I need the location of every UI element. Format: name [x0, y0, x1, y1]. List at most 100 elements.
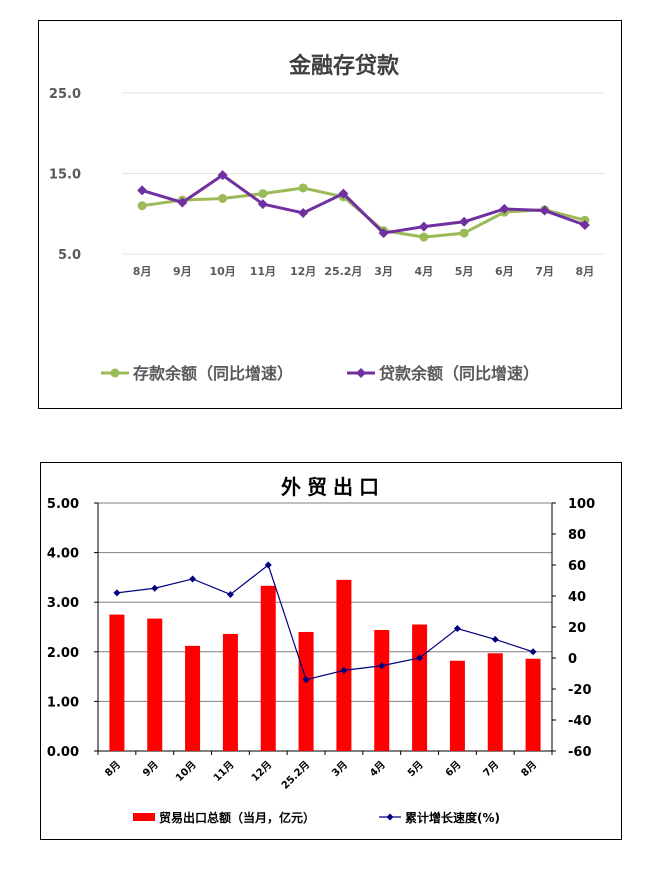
data-point	[217, 170, 228, 181]
data-point	[491, 635, 499, 643]
data-point	[151, 584, 159, 592]
x-tick-label: 11月	[211, 759, 236, 784]
y2-tick-label: -40	[568, 714, 592, 729]
legend-marker	[386, 813, 394, 821]
bar	[147, 618, 163, 751]
x-tick-label: 12月	[249, 759, 274, 784]
legend-marker	[356, 368, 366, 378]
bar	[336, 579, 352, 751]
bar	[222, 633, 238, 751]
x-tick-label: 4月	[415, 265, 434, 278]
series-line	[141, 173, 586, 235]
legend-label: 存款余额（同比增速）	[133, 364, 293, 383]
x-tick-label: 3月	[374, 265, 393, 278]
bar	[374, 629, 390, 751]
bar	[185, 645, 201, 751]
y-tick-label: 5.0	[58, 248, 81, 263]
data-point	[264, 561, 272, 569]
data-point	[459, 216, 470, 227]
chart-title: 金融存贷款	[288, 53, 400, 79]
x-tick-label: 5月	[455, 265, 474, 278]
data-point	[416, 654, 424, 662]
data-point	[218, 193, 228, 203]
legend-label: 贷款余额（同比增速）	[379, 364, 539, 383]
x-tick-label: 11月	[250, 265, 276, 278]
bar	[298, 631, 314, 751]
data-point	[378, 228, 389, 239]
y-tick-label: 4.00	[47, 547, 79, 562]
export-bar-line-chart: 外贸出口 0.00 1.00 2.00 3.00 4.00 5.00 -60 -40 -20 0…	[47, 475, 595, 825]
bar	[109, 614, 125, 751]
x-tick-label: 12月	[290, 265, 316, 278]
x-tick-label: 7月	[535, 265, 554, 278]
y2-tick-label: 80	[568, 528, 586, 543]
bar	[412, 624, 428, 751]
y-tick-label: 25.0	[49, 87, 81, 102]
legend-label: 贸易出口总额（当月，亿元）	[159, 810, 315, 825]
x-tick-label: 5月	[405, 759, 425, 779]
bar	[525, 658, 541, 751]
y-tick-label: 3.00	[47, 596, 79, 611]
data-point	[137, 201, 147, 211]
y-tick-label: 1.00	[47, 695, 79, 710]
data-point	[298, 207, 309, 218]
x-tick-label: 8月	[133, 265, 152, 278]
x-tick-label: 4月	[367, 759, 387, 779]
data-point	[529, 648, 537, 656]
data-point	[298, 183, 308, 193]
data-point	[257, 199, 268, 210]
x-tick-label: 7月	[481, 759, 501, 779]
export-trade-chart-panel: 外贸出口 0.00 1.00 2.00 3.00 4.00 5.00 -60 -40 -20 0…	[40, 462, 622, 840]
data-point	[419, 232, 429, 242]
series-line	[116, 564, 534, 681]
chart-title: 外贸出口	[281, 475, 385, 499]
x-tick-label: 8月	[103, 759, 123, 779]
x-tick-label: 25.2月	[279, 759, 312, 792]
y2-tick-label: 20	[568, 621, 586, 636]
y2-tick-label: -60	[568, 745, 592, 760]
data-point	[189, 575, 197, 583]
y-tick-label: 5.00	[47, 497, 79, 512]
x-tick-label: 3月	[330, 759, 350, 779]
x-tick-label: 9月	[173, 265, 192, 278]
data-point	[340, 666, 348, 674]
data-point	[177, 197, 188, 208]
bar	[260, 585, 276, 751]
data-point	[302, 676, 310, 684]
x-tick-label: 8月	[519, 759, 539, 779]
legend-marker	[110, 368, 120, 378]
bar	[449, 660, 465, 751]
data-point	[338, 188, 349, 199]
y-tick-label: 15.0	[49, 168, 81, 183]
y2-tick-label: 60	[568, 559, 586, 574]
x-tick-label: 10月	[209, 265, 235, 278]
data-point	[579, 220, 590, 231]
legend-label: 累计增长速度(%)	[405, 810, 500, 825]
x-tick-label: 8月	[576, 265, 595, 278]
x-tick-label: 25.2月	[324, 265, 362, 278]
data-point	[137, 185, 148, 196]
data-point	[539, 205, 550, 216]
legend-swatch	[133, 813, 155, 821]
data-point	[499, 203, 510, 214]
data-point	[453, 625, 461, 633]
x-tick-label: 6月	[443, 759, 463, 779]
y2-tick-label: -20	[568, 683, 592, 698]
x-tick-label: 6月	[495, 265, 514, 278]
data-point	[226, 590, 234, 598]
data-point	[113, 589, 121, 597]
data-point	[378, 662, 386, 670]
y2-tick-label: 100	[568, 497, 595, 512]
y2-tick-label: 0	[568, 652, 577, 667]
y2-tick-label: 40	[568, 590, 586, 605]
y-tick-label: 0.00	[47, 745, 79, 760]
deposit-loan-line-chart: 金融存贷款 5.0 15.0 25.0 8月 9月 10月 11月 12月 25.2月 3月 4月…	[49, 53, 605, 383]
bar	[487, 653, 503, 751]
data-point	[258, 189, 268, 199]
x-tick-label: 10月	[173, 759, 198, 784]
data-point	[459, 228, 469, 238]
deposit-loan-chart-panel: 金融存贷款 5.0 15.0 25.0 8月 9月 10月 11月 12月 25.2月 3月 4月…	[38, 20, 622, 409]
x-tick-label: 9月	[140, 759, 160, 779]
y-tick-label: 2.00	[47, 646, 79, 661]
data-point	[418, 221, 429, 232]
